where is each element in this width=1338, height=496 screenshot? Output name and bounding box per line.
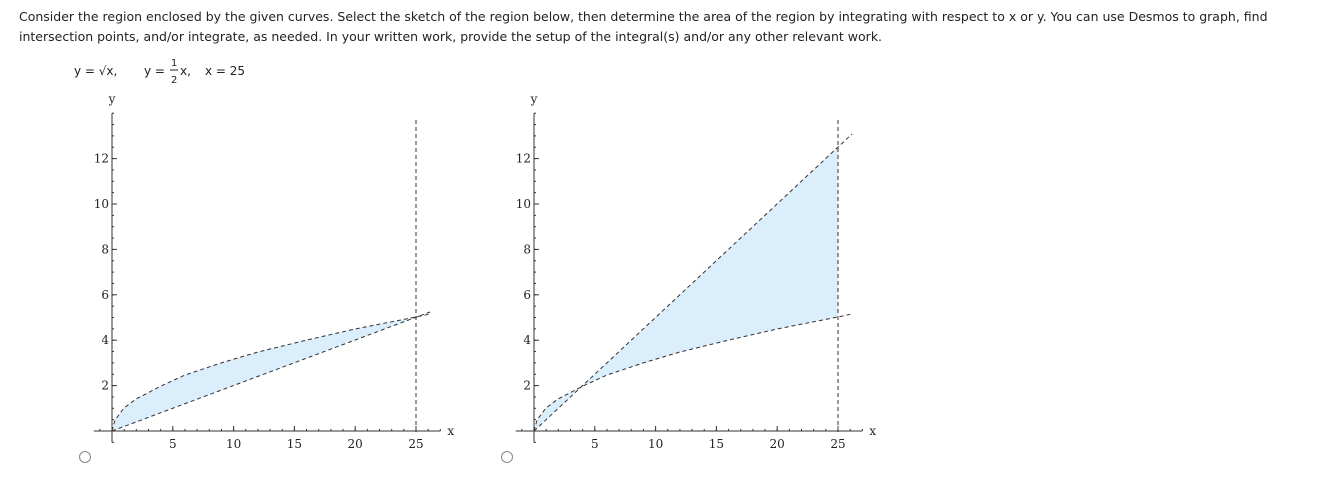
y-tick-label: 2 <box>523 379 531 393</box>
x-tick-label: 20 <box>348 437 363 451</box>
x-tick-label: 10 <box>226 437 241 451</box>
y-tick-label: 12 <box>516 152 531 166</box>
equation: x, <box>180 64 191 78</box>
y-tick-label: 10 <box>94 197 109 211</box>
x-tick-label: 5 <box>169 437 177 451</box>
x-tick-label: 10 <box>648 437 663 451</box>
curve <box>111 311 431 432</box>
equation: x = 25 <box>205 64 245 78</box>
curve <box>111 313 431 432</box>
x-tick-label: 5 <box>591 437 599 451</box>
equation: y = √x, <box>74 64 117 78</box>
y-tick-label: 6 <box>101 288 109 302</box>
x-tick-label: 25 <box>830 437 845 451</box>
x-tick-label: 15 <box>709 437 724 451</box>
equation: y = <box>144 64 165 78</box>
y-axis-label: y <box>530 92 538 106</box>
radio-button[interactable] <box>79 451 91 463</box>
y-tick-label: 4 <box>101 333 109 347</box>
fraction-den: 2 <box>171 75 177 86</box>
y-tick-label: 8 <box>101 242 109 256</box>
region <box>534 147 838 431</box>
x-tick-label: 15 <box>287 437 302 451</box>
x-axis-label: x <box>869 424 876 438</box>
y-tick-label: 8 <box>523 242 531 256</box>
radio-button[interactable] <box>501 451 513 463</box>
x-axis-label: x <box>447 424 454 438</box>
fraction-num: 1 <box>171 58 177 69</box>
y-tick-label: 10 <box>516 197 531 211</box>
y-tick-label: 4 <box>523 333 531 347</box>
y-tick-label: 6 <box>523 288 531 302</box>
curve <box>533 133 853 432</box>
y-tick-label: 12 <box>94 152 109 166</box>
y-tick-label: 2 <box>101 379 109 393</box>
instruction-line: intersection points, and/or integrate, a… <box>19 29 883 44</box>
x-tick-label: 25 <box>408 437 423 451</box>
curve <box>533 313 853 432</box>
y-axis-label: y <box>108 92 116 106</box>
x-tick-label: 20 <box>770 437 785 451</box>
instruction-line: Consider the region enclosed by the give… <box>19 9 1268 24</box>
